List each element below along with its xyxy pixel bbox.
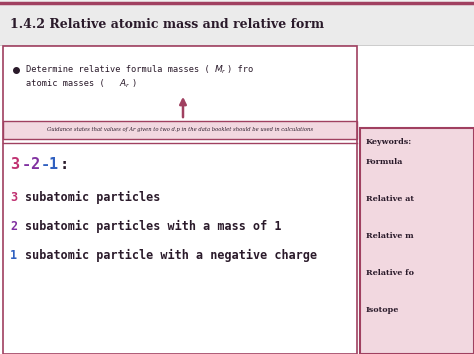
Text: 2: 2 [30,157,39,172]
Text: Guidance states that values of Ar given to two d.p in the data booklet should be: Guidance states that values of Ar given … [47,127,313,132]
Text: -: - [22,157,31,172]
Text: :: : [60,157,69,172]
Text: $\mathit{A}_r$: $\mathit{A}_r$ [119,77,131,90]
Text: 1.4.2 Relative atomic mass and relative form: 1.4.2 Relative atomic mass and relative … [10,17,324,30]
FancyBboxPatch shape [3,121,357,139]
Text: Isotope: Isotope [366,306,400,314]
Text: Relative at: Relative at [366,195,414,203]
Bar [0,45,474,354]
Text: Formula: Formula [366,158,403,166]
Text: 1: 1 [49,157,58,172]
Text: atomic masses (: atomic masses ( [26,79,105,88]
Text: Determine relative formula masses (: Determine relative formula masses ( [26,65,210,74]
Bar [0,3,474,45]
Text: 3: 3 [10,157,19,172]
Text: Keywords:: Keywords: [366,138,412,146]
Text: Relative fo: Relative fo [366,269,414,277]
Text: 2: 2 [10,220,17,233]
Text: subatomic particle with a negative charge: subatomic particle with a negative charg… [25,249,317,262]
Text: 3: 3 [10,191,17,204]
Text: $\mathit{M}_r$: $\mathit{M}_r$ [214,63,227,75]
Text: -: - [41,157,50,172]
Text: ) fro: ) fro [227,65,253,74]
FancyBboxPatch shape [360,128,474,354]
Text: subatomic particles: subatomic particles [25,191,160,204]
Text: subatomic particles with a mass of 1: subatomic particles with a mass of 1 [25,220,282,233]
Text: 1: 1 [10,249,17,262]
Text: ): ) [131,79,136,88]
Text: Relative m: Relative m [366,232,414,240]
